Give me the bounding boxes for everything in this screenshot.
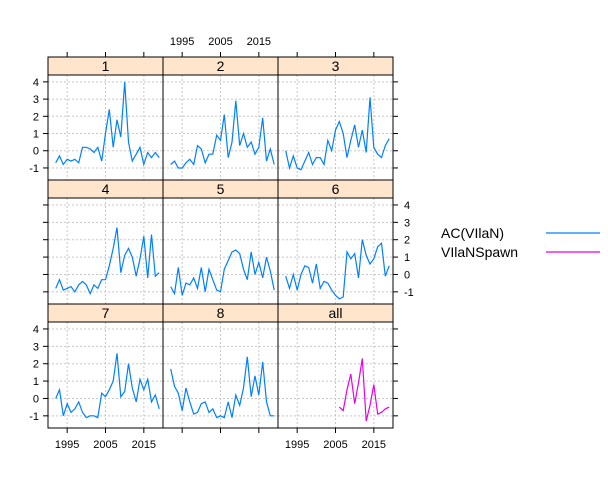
series-line	[170, 356, 275, 419]
y-tick-label: 4	[33, 324, 39, 336]
panel-strip-label: 4	[102, 181, 110, 197]
y-tick-label: 2	[404, 235, 410, 247]
x-tick-label: 2015	[247, 36, 271, 48]
panel-7: 7	[47, 303, 164, 429]
y-tick-label: 3	[33, 341, 39, 353]
y-tick-label: 3	[404, 217, 410, 229]
panel-6: 6	[277, 179, 394, 305]
series-line	[55, 353, 160, 419]
panel-all: all	[277, 303, 394, 429]
series-line	[170, 249, 275, 296]
panel-strip-label: 2	[217, 58, 225, 74]
panel-8: 8	[162, 303, 279, 429]
panel-strip-label: 3	[332, 58, 340, 74]
panel-1: 1	[47, 56, 164, 181]
series-line	[338, 358, 390, 422]
y-tick-label: 1	[33, 376, 39, 388]
y-tick-label: 4	[404, 200, 410, 212]
series-line	[55, 227, 160, 296]
y-tick-label: 2	[33, 111, 39, 123]
panel-strip-label: 5	[217, 181, 225, 197]
x-tick-label: 2005	[93, 439, 117, 451]
y-tick-label: 0	[33, 393, 39, 405]
y-tick-label: 0	[33, 146, 39, 158]
y-tick-label: 0	[404, 269, 410, 281]
axes: -1 0 1 2 3 4 -1 0 1 2 3 4 -1 0 1 2 3 4 1995 2005 2015 1995 200…	[29, 36, 414, 451]
x-tick-label: 2005	[323, 439, 347, 451]
panel-strip-label: all	[328, 305, 342, 321]
panel-strip-label: 7	[102, 305, 110, 321]
series-line	[285, 97, 390, 171]
y-tick-label: 1	[33, 129, 39, 141]
x-tick-label: 2015	[132, 439, 156, 451]
x-tick-label: 2015	[362, 439, 386, 451]
series-line	[55, 81, 160, 167]
y-tick-label: -1	[404, 287, 414, 299]
x-tick-label: 1995	[285, 439, 309, 451]
panel-3: 3	[277, 56, 394, 181]
y-tick-label: -1	[29, 411, 39, 423]
panel-strip-label: 1	[102, 58, 110, 74]
series-line	[170, 100, 275, 169]
panel-grid: 1 2 3 4 5 6 7 8 all	[47, 56, 394, 429]
panel-strip-label: 6	[332, 181, 340, 197]
y-tick-label: 3	[33, 94, 39, 106]
x-tick-label: 2005	[208, 36, 232, 48]
series-line	[285, 239, 390, 300]
panel-strip-label: 8	[217, 305, 225, 321]
legend-label: AC(VIlaN)	[441, 225, 504, 241]
legend: AC(VIlaN) VIlaNSpawn	[441, 225, 600, 260]
x-tick-label: 1995	[170, 36, 194, 48]
panel-4: 4	[47, 179, 164, 305]
panel-5: 5	[162, 179, 279, 305]
x-tick-label: 1995	[55, 439, 79, 451]
legend-label: VIlaNSpawn	[441, 244, 518, 260]
y-tick-label: 4	[33, 77, 39, 89]
y-tick-label: 1	[404, 252, 410, 264]
y-tick-label: 2	[33, 359, 39, 371]
panel-2: 2	[162, 56, 279, 181]
y-tick-label: -1	[29, 163, 39, 175]
